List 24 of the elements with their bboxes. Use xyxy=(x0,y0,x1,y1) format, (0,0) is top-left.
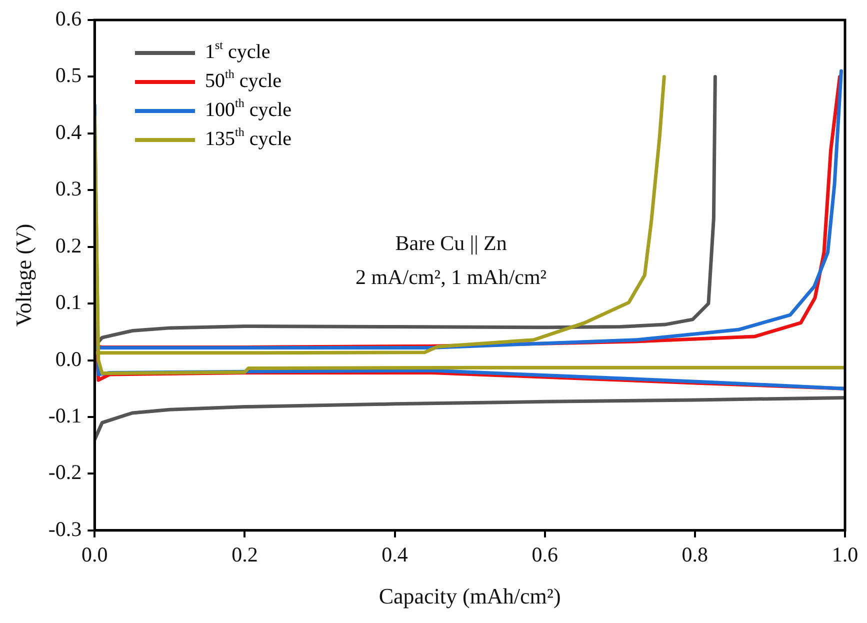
x-tick-label: 1.0 xyxy=(832,542,858,567)
x-tick-label: 0.0 xyxy=(82,542,108,567)
annotation: 2 mA/cm², 1 mAh/cm² xyxy=(356,265,547,289)
y-tick-label: -0.2 xyxy=(48,460,82,484)
y-tick-label: 0.5 xyxy=(55,63,82,88)
x-tick-label: 0.2 xyxy=(232,542,258,567)
x-axis-title: Capacity (mAh/cm²) xyxy=(378,584,561,609)
y-tick-label: -0.1 xyxy=(48,403,82,428)
x-tick-label: 0.8 xyxy=(682,542,708,567)
x-tick-label: 0.4 xyxy=(382,542,408,567)
y-axis-title: Voltage (V) xyxy=(10,224,36,327)
y-tick-label: -0.3 xyxy=(48,516,82,541)
legend-label: 1$^{st}$ cycle xyxy=(205,38,270,65)
legend-label: 100$^{th}$ cycle xyxy=(205,96,292,123)
legend-label: 135$^{th}$ cycle xyxy=(205,125,292,152)
y-tick-label: 0.2 xyxy=(55,233,82,258)
y-tick-label: 0.6 xyxy=(55,6,82,31)
y-tick-label: 0.4 xyxy=(55,120,82,144)
x-tick-label: 0.6 xyxy=(532,542,558,567)
legend-label: 50$^{th}$ cycle xyxy=(205,67,282,94)
y-tick-label: 0.1 xyxy=(55,290,82,314)
annotation: Bare Cu || Zn xyxy=(395,231,508,255)
y-tick-label: 0.3 xyxy=(55,176,82,201)
y-tick-label: 0.0 xyxy=(55,346,82,371)
